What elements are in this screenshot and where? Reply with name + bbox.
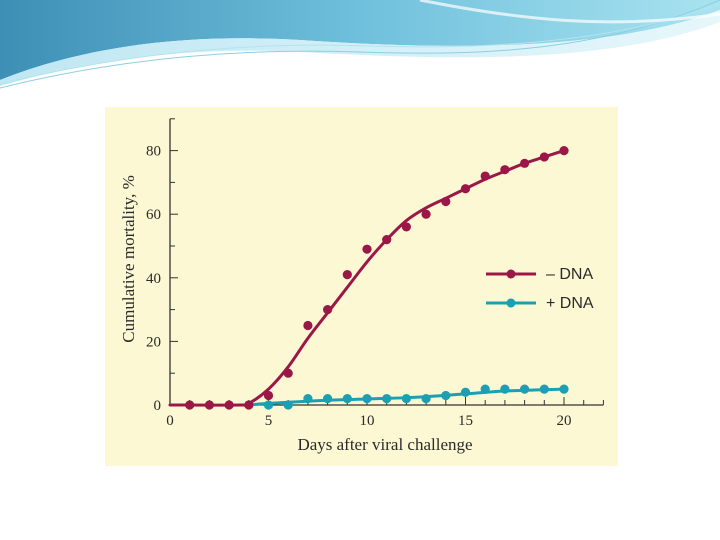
data-point-minus-dna — [323, 305, 333, 315]
data-point-minus-dna — [185, 400, 195, 410]
legend-marker-plus-dna — [506, 298, 516, 308]
data-point-minus-dna — [520, 158, 530, 168]
data-point-minus-dna — [539, 152, 549, 162]
x-tick-label: 15 — [458, 413, 473, 429]
chart-legend: – DNA + DNA — [486, 266, 594, 312]
header-swoosh-decoration — [0, 0, 720, 89]
data-point-plus-dna — [323, 394, 333, 404]
legend-label-plus-dna: + DNA — [546, 295, 594, 312]
data-point-minus-dna — [382, 235, 392, 245]
y-tick-label: 40 — [146, 271, 161, 287]
x-tick-label: 5 — [265, 413, 273, 429]
data-point-minus-dna — [263, 390, 274, 401]
chart-curves — [168, 149, 566, 407]
data-point-minus-dna — [559, 146, 569, 156]
y-tick-label: 20 — [146, 334, 161, 350]
data-point-minus-dna — [480, 171, 490, 181]
data-point-plus-dna — [559, 384, 569, 394]
x-axis-title: Days after viral challenge — [297, 435, 472, 454]
legend-marker-minus-dna — [506, 269, 516, 279]
data-point-plus-dna — [303, 394, 313, 404]
chart-tick-labels: 0 5 10 15 20 0 20 40 60 80 — [146, 144, 572, 429]
data-point-plus-dna — [460, 387, 471, 397]
data-point-minus-dna — [421, 209, 431, 219]
data-point-plus-dna — [283, 400, 293, 410]
data-point-plus-dna — [421, 394, 431, 404]
x-tick-label: 20 — [557, 413, 572, 429]
data-point-minus-dna — [224, 400, 234, 410]
chart-axes — [169, 118, 604, 406]
data-point-minus-dna — [401, 222, 411, 232]
data-point-plus-dna — [382, 394, 392, 404]
data-point-plus-dna — [500, 384, 510, 394]
data-point-plus-dna — [539, 384, 549, 394]
data-point-minus-dna — [500, 165, 510, 175]
data-point-plus-dna — [342, 394, 352, 404]
data-point-minus-dna — [362, 244, 372, 254]
x-tick-label: 10 — [360, 413, 375, 429]
y-axis-title: Cumulative mortality, % — [119, 175, 138, 342]
series-line-minus-dna — [168, 149, 566, 407]
mortality-chart: 0 5 10 15 20 0 20 40 60 80 Days after viral chall… — [119, 118, 604, 454]
y-tick-label: 0 — [154, 398, 162, 414]
data-point-plus-dna — [480, 384, 490, 394]
data-point-minus-dna — [283, 368, 293, 378]
data-point-plus-dna — [362, 394, 372, 404]
legend-label-minus-dna: – DNA — [546, 266, 593, 283]
x-tick-label: 0 — [166, 413, 174, 429]
chart-points — [185, 146, 569, 410]
data-point-minus-dna — [244, 400, 254, 410]
chart-panel: 0 5 10 15 20 0 20 40 60 80 Days after viral chall… — [105, 107, 618, 466]
data-point-minus-dna — [303, 320, 313, 331]
data-point-minus-dna — [204, 400, 214, 410]
data-point-plus-dna — [263, 400, 274, 410]
data-point-plus-dna — [520, 384, 530, 394]
data-point-plus-dna — [441, 390, 451, 401]
data-point-plus-dna — [401, 394, 411, 404]
y-tick-label: 80 — [146, 144, 161, 160]
data-point-minus-dna — [460, 184, 471, 194]
data-point-minus-dna — [342, 270, 352, 280]
data-point-minus-dna — [441, 196, 451, 207]
y-tick-label: 60 — [146, 207, 161, 223]
